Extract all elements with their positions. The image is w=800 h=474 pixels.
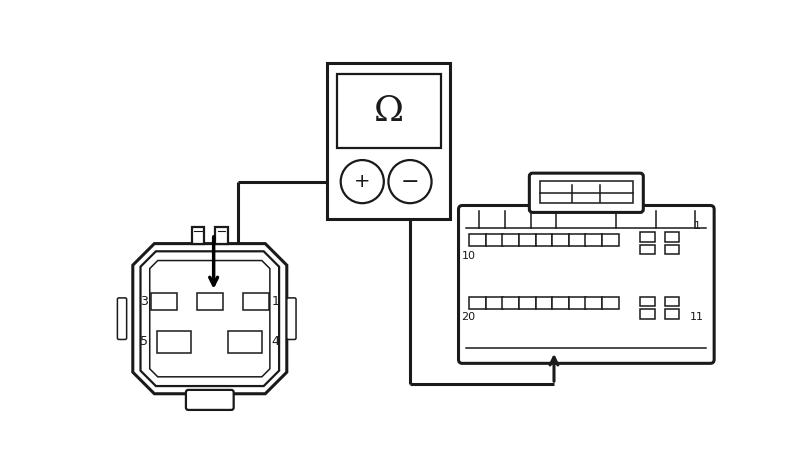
Bar xyxy=(197,293,223,310)
Text: 10: 10 xyxy=(462,251,475,261)
Bar xyxy=(158,331,191,353)
Text: −: − xyxy=(401,172,419,191)
PathPatch shape xyxy=(150,261,270,377)
Bar xyxy=(535,234,553,246)
Text: 3: 3 xyxy=(141,295,148,308)
Bar xyxy=(192,227,205,244)
Bar xyxy=(665,297,679,306)
Text: +: + xyxy=(354,172,370,191)
Text: 11: 11 xyxy=(690,312,704,322)
Bar xyxy=(519,234,536,246)
Bar xyxy=(215,227,227,244)
Bar xyxy=(640,232,654,242)
Bar xyxy=(665,245,679,254)
Bar xyxy=(535,297,553,310)
Bar xyxy=(228,331,262,353)
Bar xyxy=(585,297,602,310)
Bar xyxy=(502,297,519,310)
PathPatch shape xyxy=(141,251,279,386)
FancyBboxPatch shape xyxy=(287,298,296,339)
Bar xyxy=(585,234,602,246)
Bar xyxy=(602,234,618,246)
Bar xyxy=(486,297,502,310)
Bar xyxy=(640,310,654,319)
Bar xyxy=(640,245,654,254)
Bar xyxy=(602,297,618,310)
Text: 20: 20 xyxy=(462,312,475,322)
FancyBboxPatch shape xyxy=(186,390,234,410)
Circle shape xyxy=(341,160,384,203)
Bar xyxy=(502,234,519,246)
Bar xyxy=(470,234,486,246)
Bar xyxy=(150,293,177,310)
Bar xyxy=(640,297,654,306)
FancyBboxPatch shape xyxy=(540,181,633,203)
Text: 1: 1 xyxy=(271,295,279,308)
PathPatch shape xyxy=(133,244,287,394)
Text: 4: 4 xyxy=(271,335,279,348)
Bar xyxy=(337,74,441,148)
Bar xyxy=(569,297,586,310)
Bar xyxy=(243,293,269,310)
FancyBboxPatch shape xyxy=(458,206,714,364)
Bar xyxy=(665,232,679,242)
Bar xyxy=(327,63,450,219)
Bar xyxy=(569,234,586,246)
Bar xyxy=(519,297,536,310)
Bar xyxy=(552,234,569,246)
Bar xyxy=(552,297,569,310)
Text: 1: 1 xyxy=(694,221,701,231)
FancyBboxPatch shape xyxy=(530,173,643,212)
FancyBboxPatch shape xyxy=(118,298,126,339)
Bar xyxy=(470,297,486,310)
Text: Ω: Ω xyxy=(374,94,404,128)
Text: 5: 5 xyxy=(140,335,148,348)
Circle shape xyxy=(389,160,431,203)
Bar xyxy=(486,234,502,246)
Bar xyxy=(665,310,679,319)
